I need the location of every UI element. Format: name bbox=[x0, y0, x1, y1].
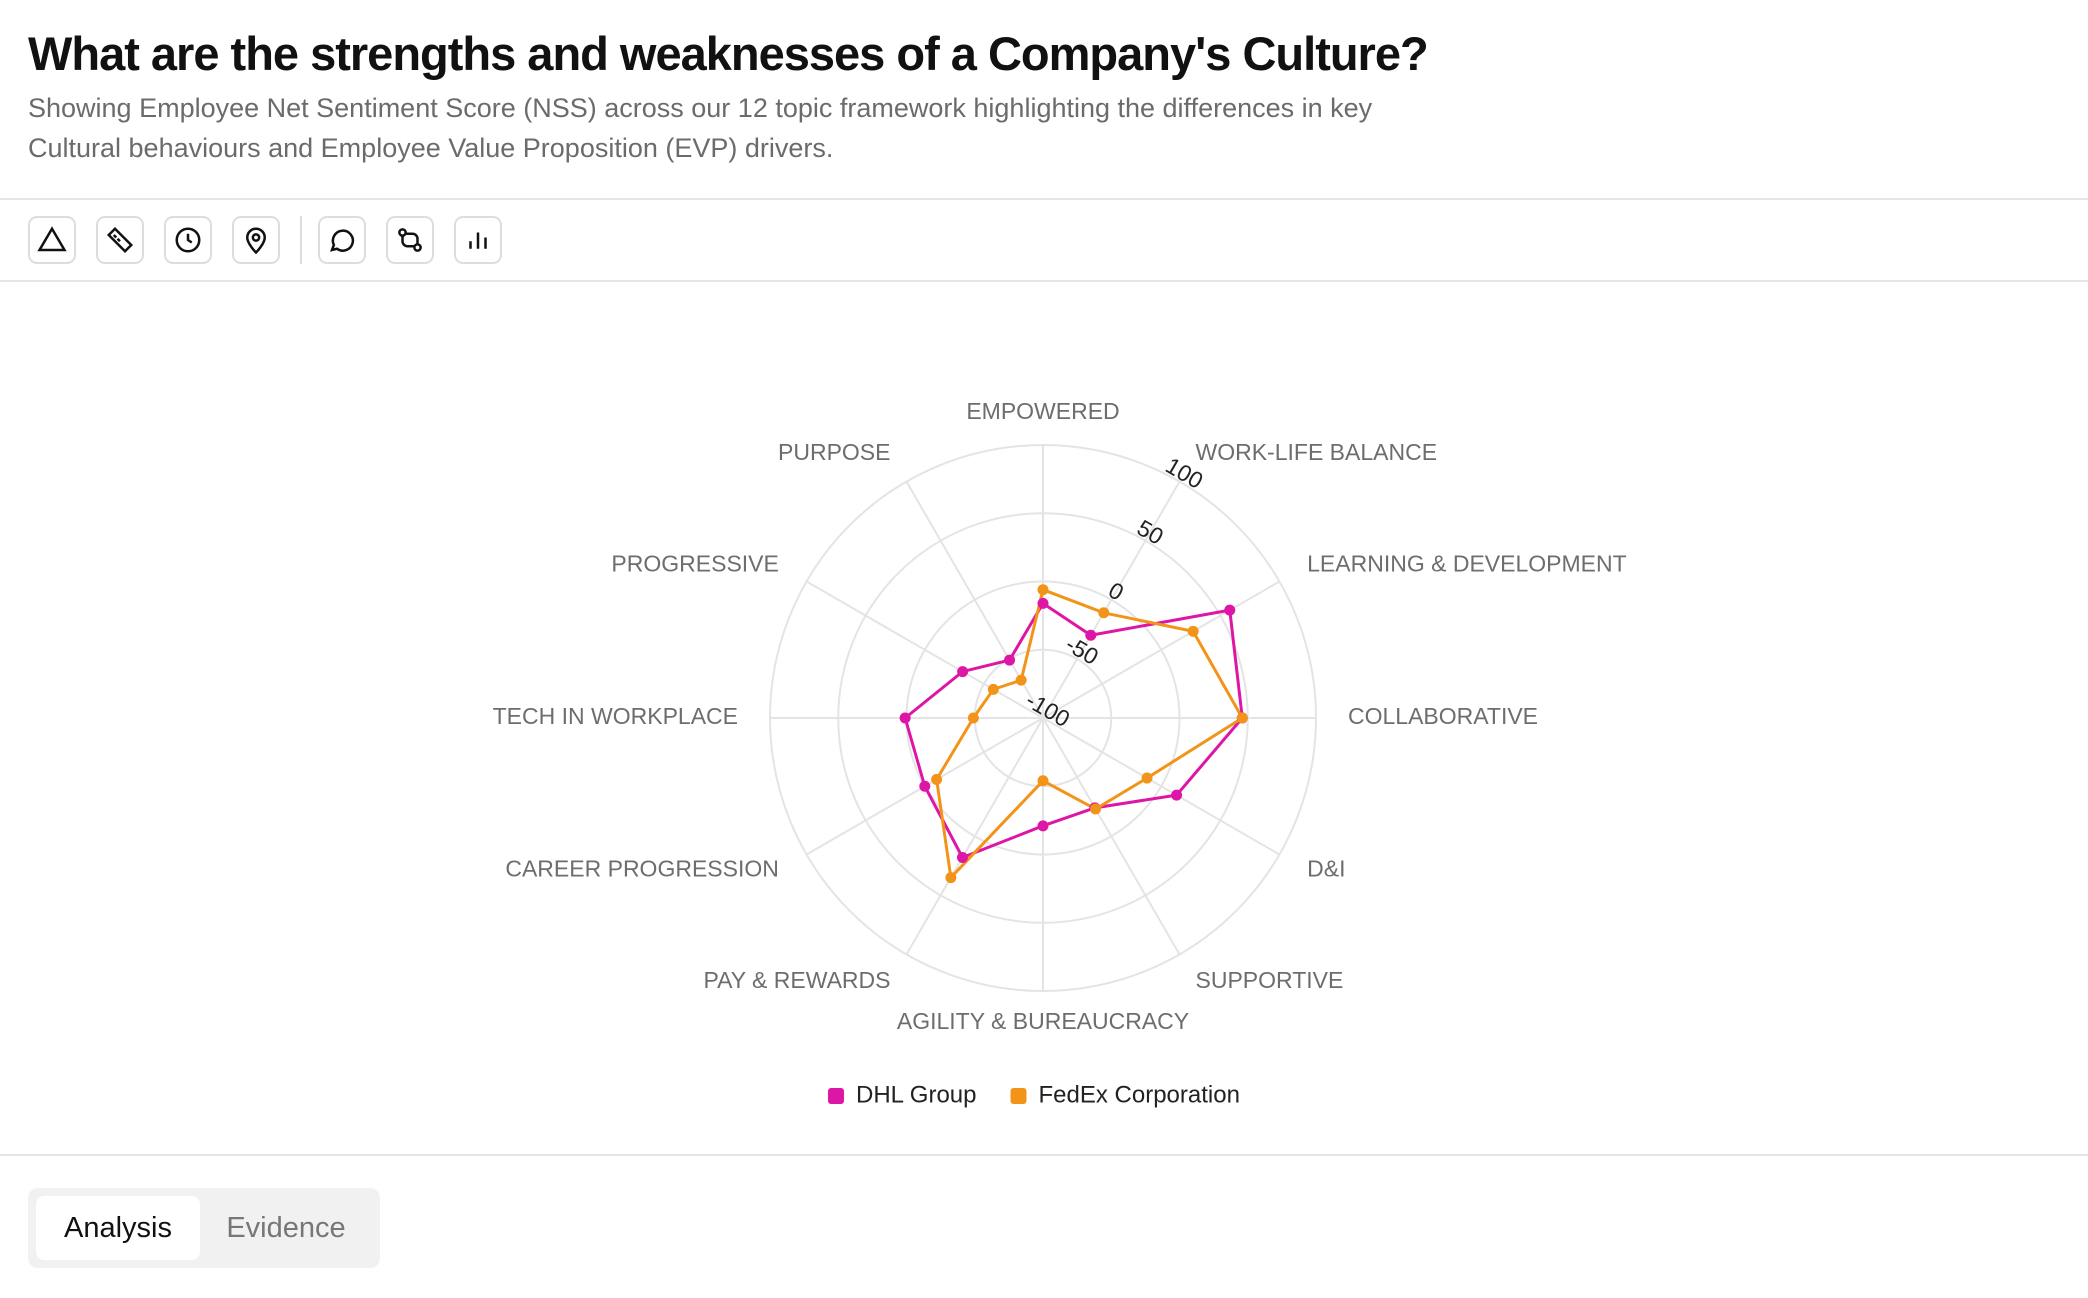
data-point bbox=[945, 872, 957, 884]
data-point bbox=[1037, 775, 1049, 787]
title: What are the strengths and weaknesses of… bbox=[28, 27, 1429, 80]
tool-button[interactable] bbox=[164, 216, 212, 264]
axis-label: COLLABORATIVE bbox=[1348, 703, 1538, 729]
tool-button[interactable] bbox=[318, 216, 366, 264]
legend-swatch bbox=[828, 1088, 844, 1104]
axis-label: D&I bbox=[1307, 856, 1345, 882]
data-point bbox=[899, 712, 911, 724]
chart: EMPOWERED WORK-LIFE BALANCE LEARNING & DEV… bbox=[493, 398, 1627, 1108]
data-point bbox=[1171, 789, 1183, 801]
spoke bbox=[1042, 580, 1280, 719]
r-tick-label: -50 bbox=[1061, 631, 1103, 670]
spoke bbox=[1042, 717, 1280, 856]
divider bbox=[0, 198, 2088, 200]
data-point bbox=[957, 666, 969, 678]
data-point bbox=[1004, 654, 1016, 666]
data-point bbox=[967, 712, 979, 724]
spoke bbox=[1042, 717, 1181, 955]
data-point bbox=[1037, 820, 1049, 832]
data-point bbox=[1090, 803, 1102, 815]
data-point bbox=[1015, 674, 1027, 686]
spoke bbox=[806, 580, 1044, 719]
tool-button[interactable] bbox=[28, 216, 76, 264]
data-point bbox=[956, 851, 968, 863]
data-point bbox=[1141, 772, 1153, 784]
axis-label: EMPOWERED bbox=[966, 398, 1119, 424]
axis-label: CAREER PROGRESSION bbox=[505, 856, 779, 882]
axis-label: WORK-LIFE BALANCE bbox=[1196, 439, 1438, 465]
axis-label: TECH IN WORKPLACE bbox=[493, 703, 738, 729]
axis-label: PURPOSE bbox=[778, 439, 890, 465]
spoke bbox=[905, 717, 1044, 955]
data-point bbox=[1098, 607, 1110, 619]
legend-swatch bbox=[1010, 1088, 1027, 1104]
tab-bar: Analysis Evidence bbox=[28, 1188, 380, 1268]
r-tick-label: 0 bbox=[1104, 577, 1128, 606]
axis-label: AGILITY & BUREAUCRACY bbox=[897, 1008, 1189, 1034]
tool-button[interactable] bbox=[232, 216, 280, 264]
legend-label: DHL Group bbox=[856, 1081, 977, 1108]
tab[interactable]: Analysis bbox=[36, 1196, 200, 1260]
tool-button[interactable] bbox=[454, 216, 502, 264]
legend-label: FedEx Corporation bbox=[1039, 1081, 1240, 1108]
divider bbox=[0, 1154, 2088, 1156]
axis-label: SUPPORTIVE bbox=[1196, 967, 1344, 993]
data-point bbox=[1037, 584, 1049, 596]
data-point bbox=[931, 773, 943, 785]
data-point bbox=[1224, 604, 1236, 616]
subtitle: Showing Employee Net Sentiment Score (NS… bbox=[28, 93, 1373, 163]
data-point bbox=[1236, 712, 1248, 724]
toolbar-separator bbox=[300, 216, 302, 264]
tab[interactable]: Evidence bbox=[226, 1212, 346, 1244]
tool-button[interactable] bbox=[96, 216, 144, 264]
data-point bbox=[987, 683, 999, 695]
divider bbox=[0, 280, 2088, 282]
r-tick-label: 50 bbox=[1133, 514, 1168, 549]
data-point bbox=[1085, 629, 1097, 641]
data-point bbox=[1037, 597, 1049, 609]
tool-button[interactable] bbox=[386, 216, 434, 264]
spoke bbox=[1042, 481, 1181, 719]
data-point bbox=[919, 780, 931, 792]
axis-label: PROGRESSIVE bbox=[611, 551, 778, 577]
axis-label: PAY & REWARDS bbox=[703, 967, 890, 993]
data-point bbox=[1187, 625, 1199, 637]
axis-label: LEARNING & DEVELOPMENT bbox=[1307, 551, 1627, 577]
